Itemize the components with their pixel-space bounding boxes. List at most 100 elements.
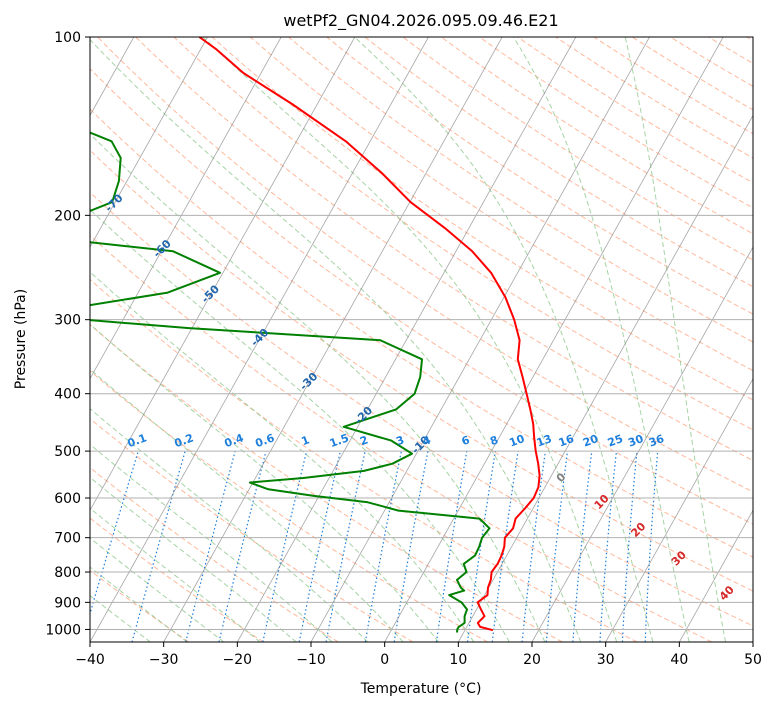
mixing-ratio-label: 25 — [606, 432, 625, 449]
y-tick-label: 400 — [54, 387, 81, 403]
y-tick-label: 900 — [54, 595, 81, 611]
dry-adiabat — [746, 37, 753, 42]
isotherm-line — [0, 37, 60, 642]
moist-adiabat — [90, 133, 546, 642]
line-labels-layer: -100-90-80-70-60-50-40-30-20-100.10.20.4… — [54, 146, 737, 603]
dewpoint-profile-line — [90, 131, 491, 633]
dry-adiabat — [90, 191, 753, 627]
mixing-ratio-line — [131, 450, 186, 642]
y-tick-label: 700 — [54, 531, 81, 547]
mixing-ratio-label: 3 — [394, 433, 406, 448]
moist-adiabat — [90, 368, 404, 642]
mixing-ratio-label: 30 — [626, 432, 645, 450]
mixing-ratio-line — [644, 451, 659, 642]
moist-adiabat — [90, 271, 475, 642]
isotherm-line — [163, 37, 503, 642]
mixing-ratio-line — [218, 450, 267, 642]
isotherm-line — [236, 37, 577, 642]
isotherm-label: -60 — [151, 237, 174, 260]
dry-adiabat — [364, 37, 753, 288]
x-tick-label: 50 — [744, 652, 762, 668]
isotherm-line — [531, 246, 753, 642]
isotherm-label: -80 — [54, 146, 77, 169]
moist-adiabat — [354, 37, 654, 642]
moist-adiabat — [90, 507, 261, 642]
mixing-ratio-line — [521, 451, 546, 642]
moist-adiabat — [202, 37, 618, 642]
dry-adiabat — [402, 37, 753, 261]
dry-adiabat — [326, 37, 753, 315]
chart-title: wetPf2_GN04.2026.095.09.46.E21 — [283, 11, 558, 31]
isotherm-line — [90, 37, 282, 380]
plot-frame — [89, 36, 754, 643]
mixing-ratio-line — [90, 450, 139, 616]
mixing-ratio-line — [572, 451, 593, 642]
moist-adiabat-label: 0 — [554, 470, 569, 485]
x-tick-label: −40 — [75, 652, 105, 668]
dry-adiabat — [90, 234, 712, 642]
dry-adiabat — [249, 37, 753, 372]
mixing-ratio-label: 36 — [647, 432, 666, 450]
mixing-ratio-line — [393, 450, 429, 642]
isotherm-line — [678, 509, 753, 642]
y-tick-label: 600 — [54, 491, 81, 507]
mixing-ratio-line — [262, 450, 308, 642]
mixing-ratio-line — [364, 450, 402, 642]
dry-adiabat — [97, 37, 753, 493]
mixing-ratio-line — [621, 451, 638, 642]
dry-adiabat — [173, 37, 753, 431]
isotherm-line — [605, 377, 753, 642]
dry-adiabat — [479, 37, 753, 209]
dry-adiabat — [90, 417, 414, 642]
series-layer — [90, 37, 541, 633]
mixing-ratio-line — [435, 450, 468, 642]
mixing-ratio-label: 1 — [300, 433, 312, 448]
dry-adiabat — [90, 517, 264, 642]
dry-adiabat — [90, 466, 339, 642]
dry-adiabat — [517, 37, 753, 184]
y-tick-label: 300 — [54, 313, 81, 329]
dry-adiabat — [90, 149, 753, 592]
moist-adiabat — [513, 37, 690, 642]
y-tick-label: 800 — [54, 565, 81, 581]
moist-adiabat — [90, 476, 297, 642]
mixing-ratio-line — [599, 451, 618, 642]
isotherm-line — [384, 37, 724, 642]
x-axis-label: Temperature (°C) — [360, 681, 482, 697]
isotherm-label: -30 — [297, 370, 320, 393]
dry-adiabat — [440, 37, 753, 235]
dry-adiabat — [90, 108, 753, 558]
mixing-ratio-label: 2 — [358, 433, 370, 448]
moist-adiabat — [624, 37, 727, 642]
x-tick-label: 10 — [449, 652, 467, 668]
mixing-ratio-label: 10 — [507, 432, 526, 450]
mixing-ratio-line — [325, 450, 366, 642]
moist-adiabat — [90, 443, 333, 642]
isotherm-line — [457, 114, 753, 642]
isotherm-label: -40 — [248, 326, 271, 349]
mixing-ratio-line — [545, 451, 569, 642]
mixing-ratio-label: 6 — [460, 433, 472, 448]
mixing-ratio-label: 0.2 — [173, 431, 196, 450]
dry-adiabat — [708, 37, 753, 64]
moist-adiabat — [90, 408, 369, 642]
moist-adiabat-label: 30 — [669, 548, 689, 568]
mixing-ratio-label: 1.5 — [328, 431, 351, 450]
moist-adiabat — [90, 323, 439, 642]
dry-adiabat — [288, 37, 753, 343]
y-tick-label: 200 — [54, 208, 81, 224]
moist-adiabat-label: 20 — [628, 520, 648, 540]
mixing-ratio-label: 0.4 — [223, 431, 246, 450]
mixing-ratio-label: 20 — [581, 432, 600, 450]
mixing-ratio-label: 4 — [421, 433, 433, 448]
dry-adiabat — [90, 68, 753, 525]
x-tick-label: −30 — [149, 652, 179, 668]
x-tick-label: −10 — [296, 652, 326, 668]
isotherm-line — [90, 37, 429, 642]
dry-adiabat — [555, 37, 753, 159]
mixing-ratio-line — [298, 450, 341, 642]
x-tick-label: 30 — [597, 652, 615, 668]
moist-adiabat — [90, 208, 510, 642]
x-tick-label: 40 — [670, 652, 688, 668]
isotherm-line — [310, 37, 650, 642]
